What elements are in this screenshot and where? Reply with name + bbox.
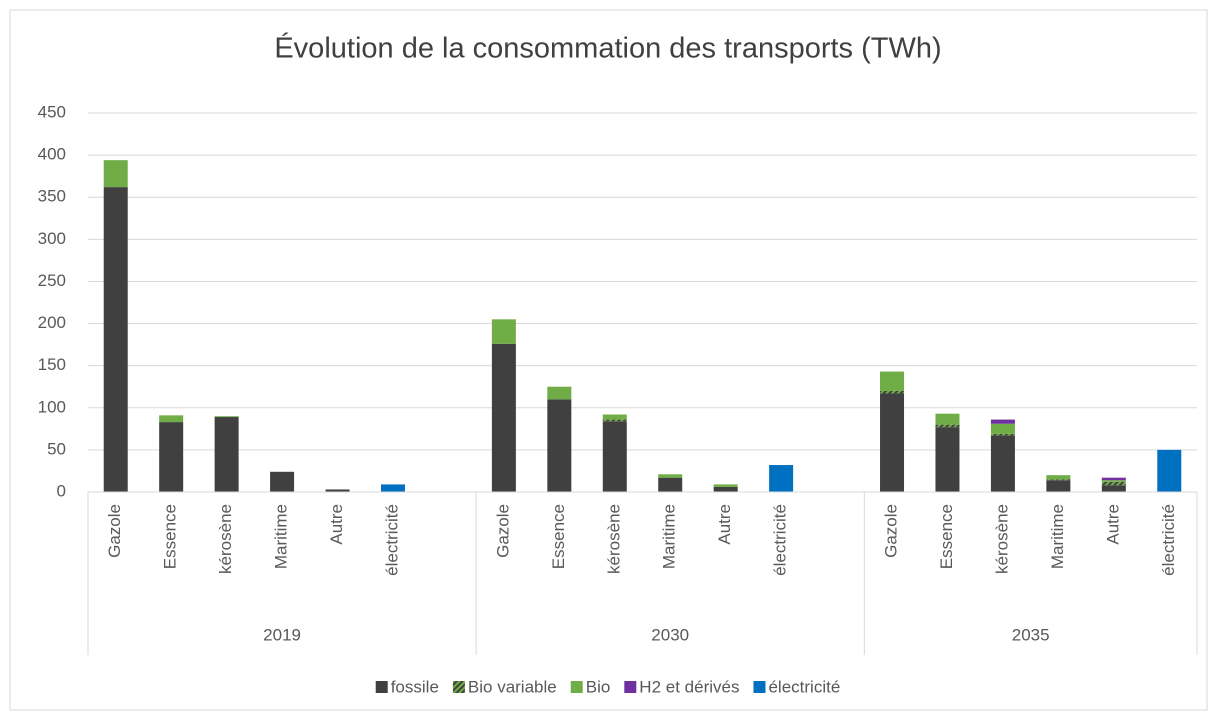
x-tick-label: électricité — [382, 504, 401, 576]
bar-segment — [1101, 485, 1126, 492]
x-tick-label: Essence — [549, 504, 568, 569]
legend-label: Bio variable — [468, 677, 557, 696]
bar-segment — [491, 343, 516, 492]
bar-segment — [159, 415, 184, 423]
y-tick-label: 250 — [38, 271, 66, 290]
bar-segment — [990, 435, 1015, 492]
bar-segment — [602, 419, 627, 422]
x-tick-label: kérosène — [604, 504, 623, 574]
x-tick-label: Autre — [715, 504, 734, 545]
bar-segment — [1101, 477, 1126, 481]
x-tick-label: Maritime — [660, 504, 679, 569]
bar-segment — [214, 416, 239, 418]
bar-segment — [602, 421, 627, 492]
bar-segment — [270, 471, 295, 492]
group-label: 2019 — [263, 625, 301, 644]
legend-swatch — [624, 681, 637, 693]
group-label: 2030 — [651, 625, 689, 644]
bar-segment — [935, 413, 960, 425]
bar-segment — [880, 393, 905, 492]
bar-segment — [935, 424, 960, 428]
x-tick-label: Essence — [937, 504, 956, 569]
x-tick-label: Autre — [1103, 504, 1122, 545]
bar-segment — [935, 427, 960, 492]
y-tick-label: 350 — [38, 187, 66, 206]
bar-segment — [658, 477, 683, 492]
bar-segment — [1046, 479, 1071, 481]
bar-segment — [103, 160, 128, 188]
legend-label: Bio — [586, 677, 611, 696]
x-tick-label: kérosène — [992, 504, 1011, 574]
bar-segment — [380, 484, 405, 492]
legend: fossile Bio variable Bio H2 et dérivés élect… — [375, 677, 840, 696]
bar-segment — [103, 187, 128, 493]
bar-segment — [547, 399, 572, 492]
bar-segment — [880, 390, 905, 394]
x-tick-label: Maritime — [1048, 504, 1067, 569]
x-tick-label: Gazole — [105, 504, 124, 558]
bar-segment — [880, 371, 905, 391]
y-tick-label: 50 — [47, 439, 66, 458]
bar-segment — [990, 433, 1015, 436]
bar-segment — [1046, 475, 1071, 480]
legend-swatch — [452, 681, 465, 693]
legend-label: H2 et dérivés — [639, 677, 739, 696]
x-tick-label: Maritime — [272, 504, 291, 569]
x-tick-label: Autre — [327, 504, 346, 545]
legend-swatch — [570, 681, 583, 693]
y-tick-label: 450 — [38, 102, 66, 121]
legend-swatch — [753, 681, 766, 693]
bar-segment — [547, 386, 572, 400]
chart-border — [9, 9, 1208, 711]
chart-title: Évolution de la consommation des transpo… — [274, 32, 941, 65]
bar-segment — [1046, 480, 1071, 492]
legend-swatch — [375, 681, 388, 693]
y-tick-label: 200 — [38, 313, 66, 332]
y-tick-label: 400 — [38, 145, 66, 164]
bar-segment — [602, 414, 627, 420]
y-tick-label: 0 — [57, 481, 66, 500]
x-tick-label: kérosène — [216, 504, 235, 574]
bar-segment — [1101, 480, 1126, 482]
y-tick-label: 100 — [38, 397, 66, 416]
x-tick-label: électricité — [771, 504, 790, 576]
bar-segment — [713, 484, 738, 487]
bar-segment — [658, 474, 683, 478]
bar-segment — [769, 465, 794, 492]
bar-segment — [491, 319, 516, 344]
y-tick-label: 150 — [38, 355, 66, 374]
bar-segment — [990, 423, 1015, 434]
y-tick-label: 300 — [38, 229, 66, 248]
bar-segment — [325, 489, 350, 492]
legend-label: fossile — [391, 677, 439, 696]
x-tick-label: Gazole — [493, 504, 512, 558]
bar-segment — [1157, 449, 1182, 492]
x-tick-label: Essence — [161, 504, 180, 569]
x-tick-label: Gazole — [882, 504, 901, 558]
bar-segment — [1101, 481, 1126, 486]
bar-segment — [990, 419, 1015, 424]
bar-segment — [214, 417, 239, 492]
bar-segment — [159, 422, 184, 492]
legend-label: électricité — [768, 677, 840, 696]
x-tick-label: électricité — [1159, 504, 1178, 576]
group-label: 2035 — [1012, 625, 1050, 644]
bar-segment — [713, 486, 738, 492]
